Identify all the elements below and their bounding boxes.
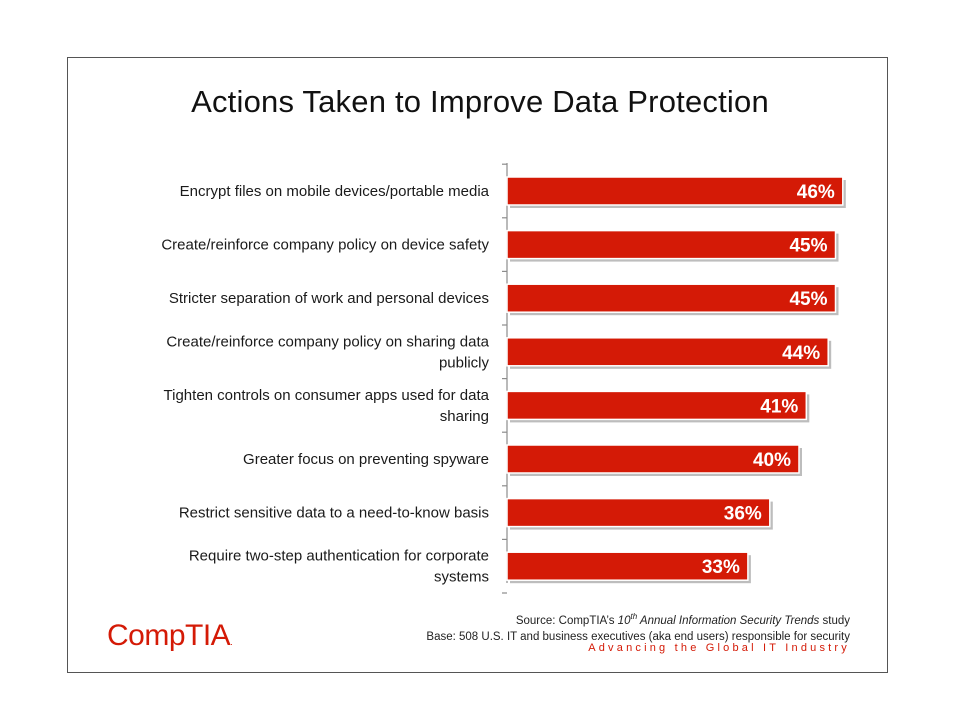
source-line: Source: CompTIA’s 10th Annual Informatio… [515,612,850,627]
category-label: Tighten controls on consumer apps used f… [164,387,490,404]
bar [506,229,837,260]
category-label: Require two-step authentication for corp… [189,548,489,565]
bar [506,551,749,581]
bar [506,444,800,474]
source-note: Source: CompTIA’s 10th Annual Informatio… [426,609,850,645]
category-label: publicly [439,354,490,371]
category-label: systems [434,569,489,586]
bar-value-label: 44% [782,343,820,364]
tagline: Advancing the Global IT Industry [588,642,850,654]
category-label: Create/reinforce company policy on shari… [166,333,489,350]
bar-value-label: 36% [724,504,762,525]
category-label: Create/reinforce company policy on devic… [161,237,489,254]
base-line: Base: 508 U.S. IT and business executive… [426,630,850,643]
category-label: Encrypt files on mobile devices/portable… [180,183,490,200]
bar-value-label: 33% [702,557,740,578]
bar-value-label: 40% [753,450,791,471]
bar [506,337,829,367]
bar-value-label: 45% [789,289,827,310]
comptia-logo: CompTIA. [107,619,233,652]
bar [506,176,844,206]
bar-value-label: 41% [760,396,798,417]
chart-title: Actions Taken to Improve Data Protection [191,84,769,119]
bar [506,283,837,313]
bar [506,497,771,528]
bar-value-label: 45% [789,236,827,257]
bar-value-label: 46% [797,182,835,203]
category-label: Greater focus on preventing spyware [243,451,489,468]
category-label: Restrict sensitive data to a need-to-kno… [179,505,489,522]
bar [506,390,808,421]
category-label: Stricter separation of work and personal… [169,290,489,307]
category-label: sharing [440,408,489,425]
